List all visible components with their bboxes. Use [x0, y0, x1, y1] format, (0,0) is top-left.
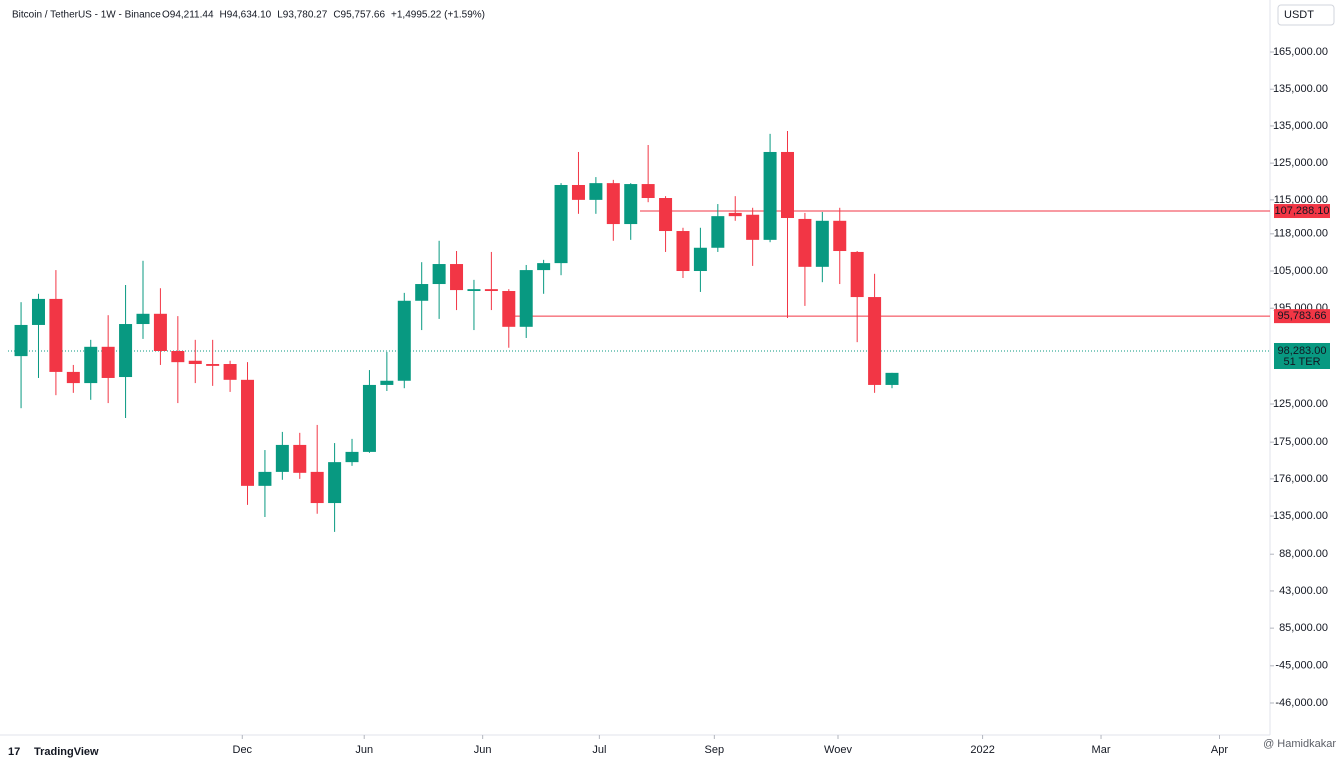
candle-body [153, 313, 167, 351]
y-tick-label: -46,000.00 [1275, 697, 1328, 709]
candle-body [188, 360, 202, 365]
y-tick-label: 176,000.00 [1273, 473, 1328, 485]
level-label: 107,288.10 [1274, 205, 1329, 217]
candle-body [728, 212, 742, 217]
candle-body [693, 247, 707, 272]
brand[interactable]: TradingView [34, 746, 99, 758]
candle-body [780, 151, 794, 219]
countdown-label: 51 TER [1283, 356, 1320, 368]
candle-body [519, 270, 533, 327]
candle-body [14, 324, 28, 357]
candle-body [850, 251, 864, 298]
candle-body [275, 444, 289, 472]
x-tick-label: Apr [1211, 744, 1228, 756]
candle-body [833, 220, 847, 252]
x-tick-label: Dec [233, 744, 253, 756]
candle-body [571, 184, 585, 200]
candle-body [746, 214, 760, 240]
current-price-tag [1274, 342, 1330, 369]
level-label: 95,783.66 [1278, 310, 1327, 322]
ohlc-value: O94,211.44 [162, 10, 214, 21]
candle-body [815, 220, 829, 267]
brand-icon: 17 [8, 746, 20, 758]
candle-body [223, 364, 237, 380]
level-tag [1274, 204, 1330, 219]
x-tick-label: 2022 [970, 744, 994, 756]
ohlc-value: L93,780.27 [277, 10, 327, 21]
ohlc-header: O94,211.44 H94,634.10 L93,780.27 C95,757.66… [162, 10, 485, 21]
ohlc-value: C95,757.66 [333, 10, 385, 21]
candle-body [380, 380, 394, 385]
candle-body [537, 263, 551, 271]
candle-body [49, 298, 63, 372]
candle-body [362, 384, 376, 452]
candle-body [136, 313, 150, 325]
candle-body [676, 231, 690, 272]
current-price-label: 98,283.00 [1278, 345, 1327, 357]
y-tick-label: 125,000.00 [1273, 157, 1328, 169]
currency-box[interactable] [1277, 4, 1335, 26]
y-tick-label: 105,000.00 [1273, 265, 1328, 277]
candle-body [206, 364, 220, 366]
candle-body [345, 451, 359, 463]
x-tick-label: Sep [705, 744, 725, 756]
y-tick-label: 135,000.00 [1273, 83, 1328, 95]
x-tick-label: Mar [1092, 744, 1111, 756]
candle-body [258, 471, 272, 486]
symbol-title: Bitcoin / TetherUS - 1W - Binance [12, 10, 161, 21]
watermark: @ Hamidkakar [1263, 738, 1336, 750]
y-tick-label: 165,000.00 [1273, 46, 1328, 58]
y-tick-label: 135,000.00 [1273, 120, 1328, 132]
y-tick-label: 88,000.00 [1279, 548, 1328, 560]
y-tick-label: 43,000.00 [1279, 585, 1328, 597]
y-tick-label: 135,000.00 [1273, 510, 1328, 522]
y-tick-label: 125,000.00 [1273, 398, 1328, 410]
x-tick-label: Jun [355, 744, 373, 756]
candle-body [450, 264, 464, 291]
candle-body [711, 216, 725, 248]
candle-body [589, 183, 603, 200]
candle-body [119, 324, 133, 378]
candle-body [484, 289, 498, 292]
candle-body [659, 198, 673, 232]
candle-body [101, 346, 115, 378]
candle-body [328, 462, 342, 504]
candle-body [293, 444, 307, 473]
ohlc-value: +1,4995.22 (+1.59%) [391, 10, 485, 21]
currency[interactable]: USDT [1284, 9, 1314, 21]
candle-body [241, 379, 255, 486]
y-tick-label: 85,000.00 [1279, 622, 1328, 634]
x-tick-label: Jul [592, 744, 606, 756]
candle-body [641, 184, 655, 199]
candle-body [84, 346, 98, 384]
y-tick-label: -45,000.00 [1275, 660, 1328, 672]
candle-body [310, 471, 324, 504]
y-tick-label: 118,000.00 [1274, 228, 1328, 240]
ohlc-value: H94,634.10 [220, 10, 272, 21]
candle-body [171, 350, 185, 363]
candle-body [798, 218, 812, 267]
x-tick-label: Jun [474, 744, 492, 756]
candle-body [66, 371, 80, 384]
level-tag [1274, 309, 1330, 324]
candle-body [415, 284, 429, 301]
y-tick-label: 115,000.00 [1274, 194, 1328, 206]
x-tick-label: Woev [824, 744, 852, 756]
candle-body [397, 300, 411, 381]
y-tick-label: 175,000.00 [1273, 436, 1328, 448]
candle-body [624, 184, 638, 225]
candle-body [554, 184, 568, 264]
candle-body [467, 289, 481, 292]
candle-body [31, 298, 45, 325]
candle-body [432, 264, 446, 285]
candle-body [502, 291, 516, 327]
candle-body [868, 297, 882, 385]
candle-body [763, 151, 777, 240]
candle-body [606, 183, 620, 225]
brand-logo[interactable]: 17 TradingView [8, 746, 99, 758]
candle-body [885, 372, 899, 385]
